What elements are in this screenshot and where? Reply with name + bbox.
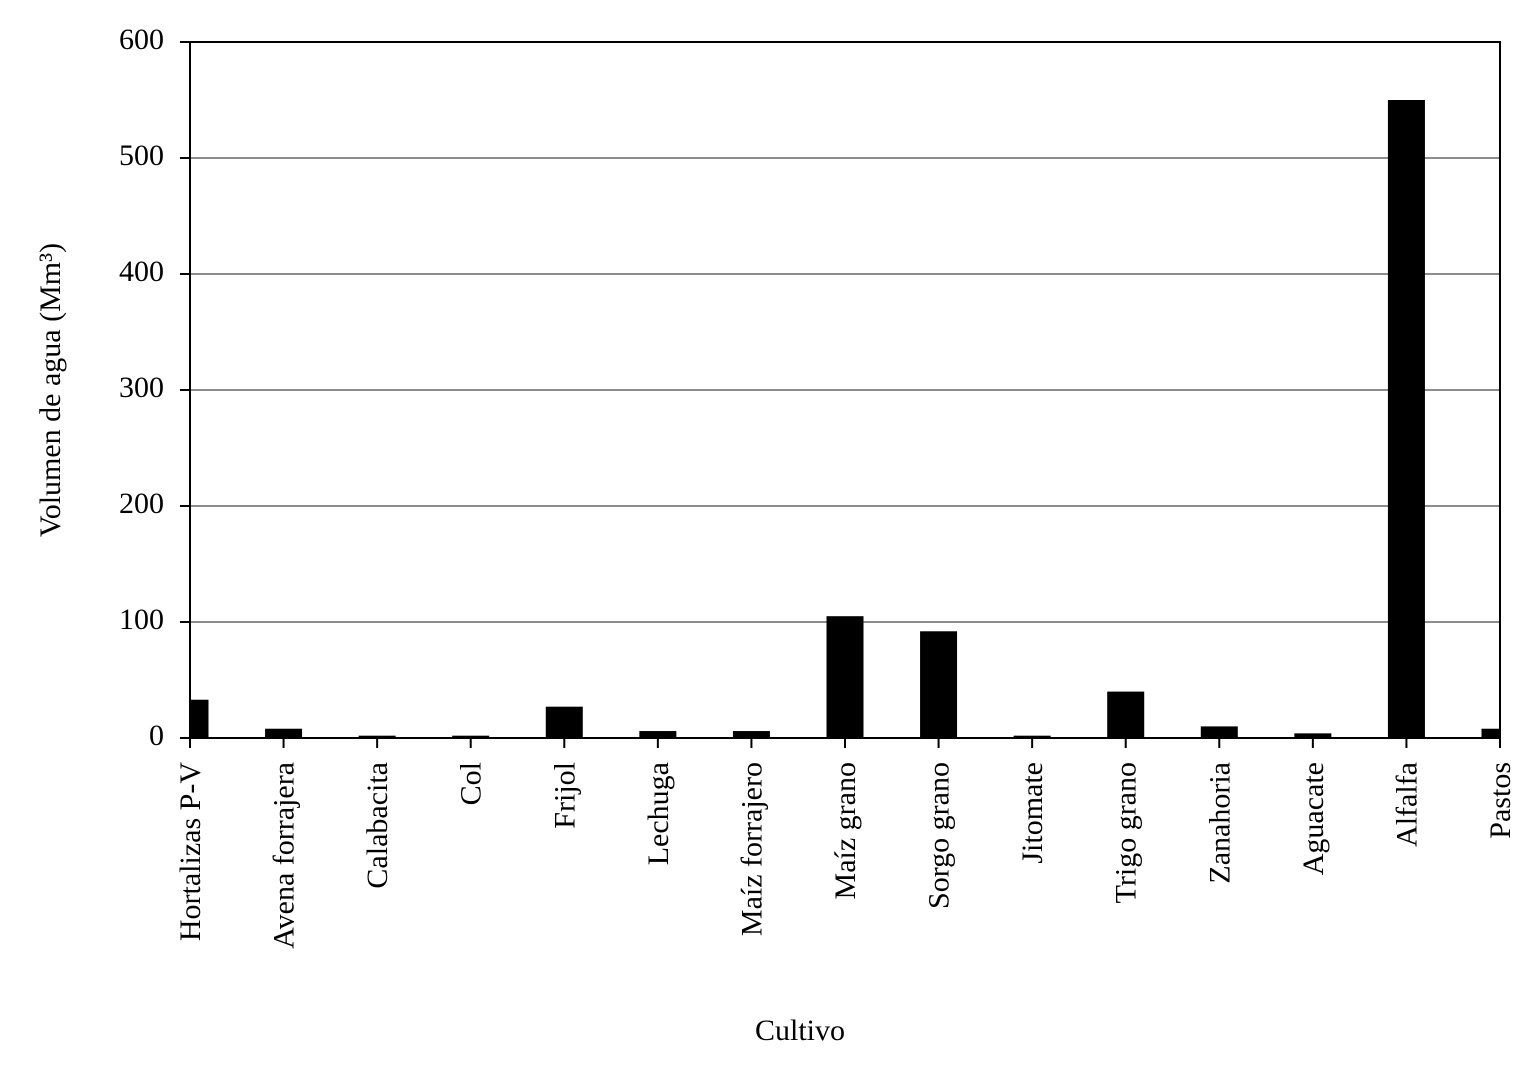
x-tick-label: Maíz grano bbox=[829, 762, 862, 899]
y-axis-title: Volumen de agua (Mm³) bbox=[34, 243, 67, 537]
x-tick-label: Pastos bbox=[1484, 762, 1517, 839]
x-tick-label: Lechuga bbox=[642, 762, 675, 865]
bar bbox=[826, 616, 864, 738]
x-tick-label: Sorgo grano bbox=[923, 762, 956, 909]
y-tick-label: 300 bbox=[119, 371, 164, 404]
y-tick-label: 100 bbox=[119, 603, 164, 636]
bar bbox=[265, 728, 303, 738]
plot-frame bbox=[189, 41, 1501, 739]
bar bbox=[452, 735, 490, 738]
x-tick-label: Aguacate bbox=[1297, 762, 1330, 875]
y-tick-label: 500 bbox=[119, 139, 164, 172]
bar bbox=[732, 731, 770, 738]
bar bbox=[545, 706, 583, 738]
bar bbox=[190, 699, 209, 738]
y-tick-label: 0 bbox=[149, 719, 164, 752]
x-tick-label: Trigo grano bbox=[1110, 762, 1143, 903]
bar bbox=[1481, 728, 1500, 738]
bar bbox=[358, 735, 396, 738]
x-axis-title: Cultivo bbox=[755, 1014, 845, 1047]
bar bbox=[1387, 100, 1425, 738]
y-tick-label: 400 bbox=[119, 255, 164, 288]
x-tick-label: Maíz forrajero bbox=[735, 762, 768, 936]
x-tick-label: Alfalfa bbox=[1390, 762, 1423, 847]
x-tick-label: Jitomate bbox=[1016, 762, 1049, 864]
x-tick-label: Frijol bbox=[548, 762, 581, 829]
bar bbox=[1107, 691, 1145, 738]
x-tick-label: Col bbox=[455, 762, 488, 805]
x-tick-label: Hortalizas P-V bbox=[174, 762, 207, 941]
bar bbox=[920, 631, 958, 738]
plot-area bbox=[190, 100, 1500, 738]
bar bbox=[1013, 735, 1051, 738]
bar bbox=[639, 731, 677, 738]
y-tick-label: 200 bbox=[119, 487, 164, 520]
bar bbox=[1294, 733, 1332, 738]
x-tick-label: Avena forrajera bbox=[268, 762, 301, 949]
bar bbox=[1200, 726, 1238, 738]
x-tick-label: Zanahoria bbox=[1203, 762, 1236, 884]
x-tick-label: Calabacita bbox=[361, 762, 394, 889]
y-tick-label: 600 bbox=[119, 23, 164, 56]
